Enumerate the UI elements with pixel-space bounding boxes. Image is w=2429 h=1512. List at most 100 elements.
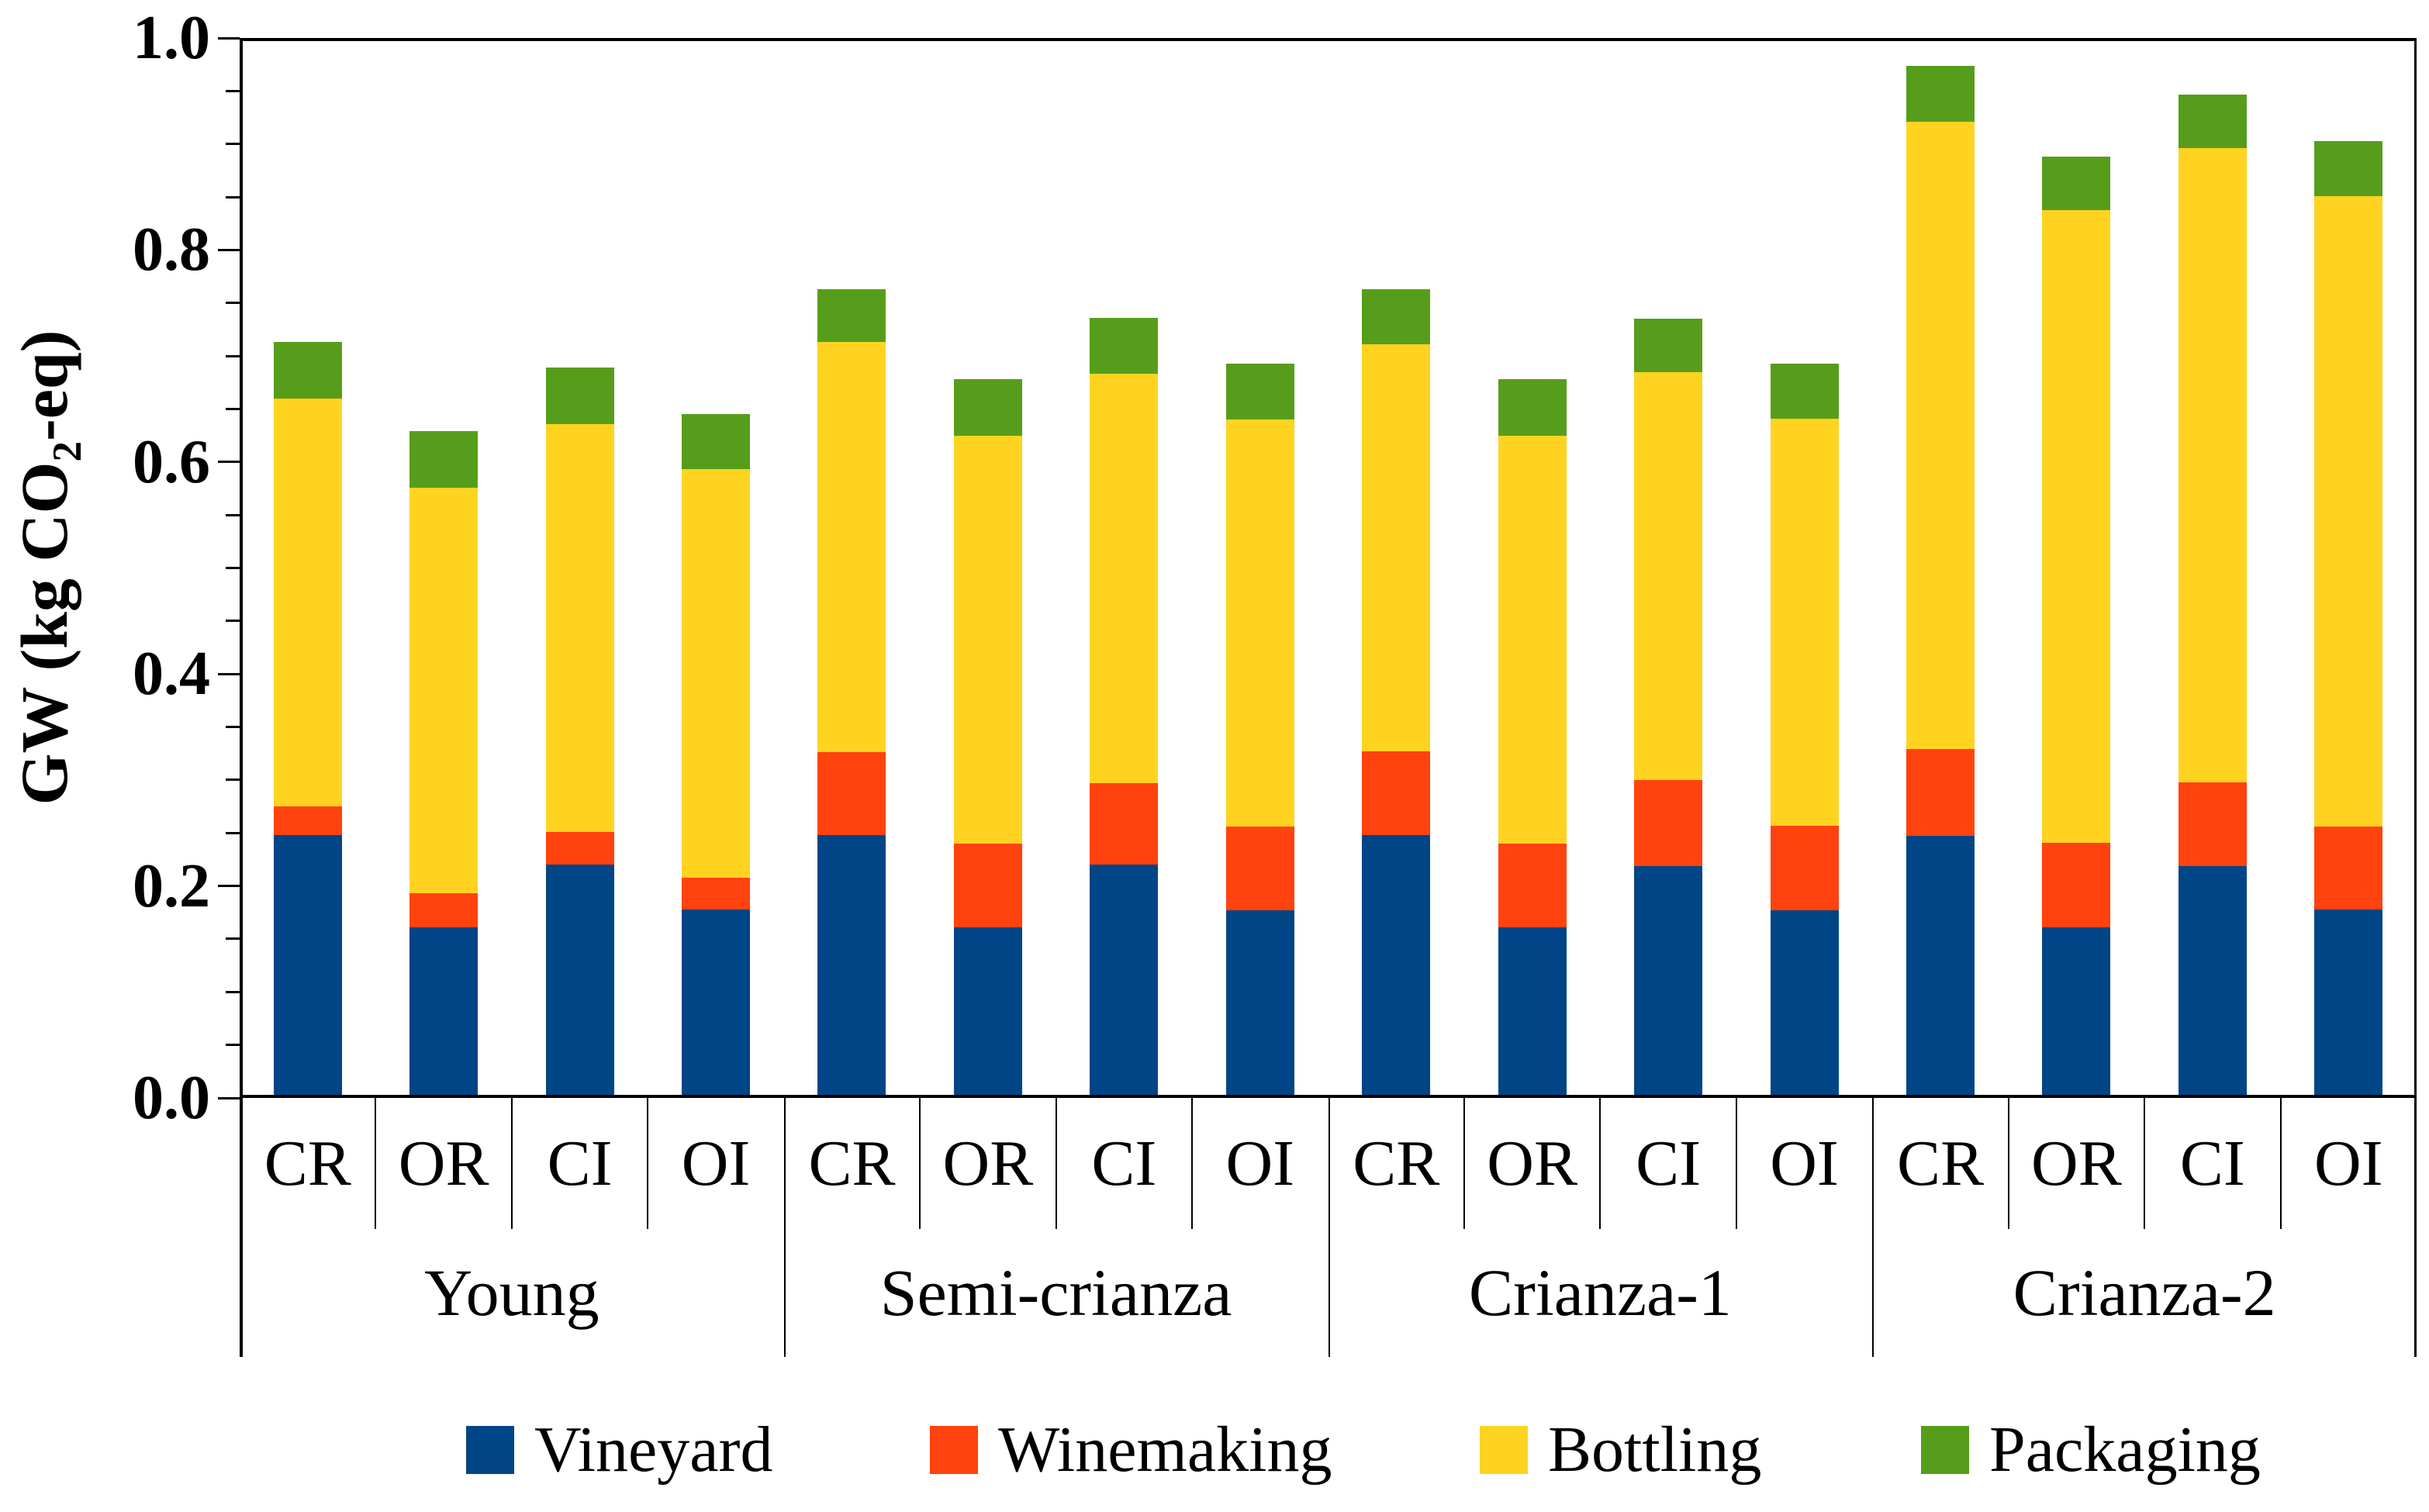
packaging-color-swatch <box>1921 1426 1969 1474</box>
y-major-tick <box>218 461 240 464</box>
y-tick-label: 0.8 <box>133 216 210 285</box>
bar-segment-vineyard <box>953 927 1022 1095</box>
bar-segment-packaging <box>1906 65 1975 123</box>
y-tick-label: 0.0 <box>133 1064 210 1132</box>
bar-segment-vineyard <box>273 835 342 1095</box>
x-category-label: CR <box>1353 1127 1440 1200</box>
y-minor-tick <box>226 1044 240 1047</box>
y-major-tick <box>218 36 240 40</box>
bar-segment-bottling <box>2178 148 2247 782</box>
bar-segment-packaging <box>1090 318 1159 375</box>
y-minor-tick <box>226 513 240 516</box>
stacked-bar-young-or <box>409 431 479 1095</box>
bar-segment-winemaking <box>1090 783 1159 865</box>
bar-segment-packaging <box>682 414 751 470</box>
bar-segment-bottling <box>2042 209 2111 843</box>
legend-item-packaging: Packaging <box>1921 1417 2261 1483</box>
bar-segment-bottling <box>817 342 886 753</box>
y-major-tick <box>218 672 240 675</box>
stacked-bar-young-cr <box>273 342 342 1095</box>
category-separator <box>2007 1098 2009 1229</box>
x-category-label: CI <box>1636 1127 1702 1200</box>
bar-segment-bottling <box>1225 419 1294 827</box>
y-major-tick <box>218 1096 240 1099</box>
bar-segment-bottling <box>1634 371 1703 781</box>
stacked-bar-crianza-2-cr <box>1906 65 1975 1095</box>
vineyard-color-swatch <box>466 1426 514 1474</box>
bar-segment-winemaking <box>953 844 1022 928</box>
bar-segment-packaging <box>2178 94 2247 149</box>
bar-segment-winemaking <box>1498 844 1567 928</box>
x-category-label: CR <box>1896 1127 1984 1200</box>
bar-segment-winemaking <box>409 893 479 928</box>
y-minor-tick <box>226 990 240 993</box>
stacked-bar-crianza-1-oi <box>1770 363 1839 1095</box>
bar-segment-winemaking <box>1906 749 1975 837</box>
bar-segment-vineyard <box>2042 927 2111 1095</box>
legend-label: Bottling <box>1548 1414 1762 1486</box>
bar-segment-vineyard <box>2178 865 2247 1095</box>
bar-segment-winemaking <box>1634 780 1703 866</box>
category-separator <box>1055 1098 1057 1229</box>
bar-segment-packaging <box>2314 140 2383 196</box>
bar-segment-vineyard <box>1498 927 1567 1095</box>
x-group-label: Crianza-2 <box>2013 1255 2276 1330</box>
x-category-label: OI <box>681 1127 751 1200</box>
bar-segment-packaging <box>273 342 342 399</box>
bar-segment-vineyard <box>1090 865 1159 1095</box>
bar-segment-vineyard <box>1770 910 1839 1095</box>
bar-segment-vineyard <box>1906 836 1975 1095</box>
bar-segment-packaging <box>2042 157 2111 210</box>
y-minor-tick <box>226 354 240 357</box>
stacked-bar-young-oi <box>682 414 751 1095</box>
x-category-label: OR <box>398 1127 489 1200</box>
x-group-label: Crianza-1 <box>1468 1255 1732 1330</box>
bar-segment-winemaking <box>1225 827 1294 911</box>
x-group-label: Semi-crianza <box>879 1255 1232 1330</box>
bar-segment-vineyard <box>1634 865 1703 1095</box>
y-axis-extension <box>240 1098 243 1357</box>
bar-segment-packaging <box>1225 363 1294 420</box>
x-category-label: OR <box>2031 1127 2122 1200</box>
stacked-bar-semi-crianza-ci <box>1090 318 1159 1095</box>
bar-segment-bottling <box>953 435 1022 844</box>
stacked-bar-crianza-2-ci <box>2178 94 2247 1095</box>
bar-segment-vineyard <box>409 927 479 1095</box>
bar-segment-winemaking <box>817 752 886 836</box>
y-major-tick <box>218 885 240 888</box>
legend-item-bottling: Bottling <box>1480 1417 1761 1483</box>
stacked-bar-young-ci <box>545 368 614 1095</box>
y-tick-label: 1.0 <box>133 4 210 72</box>
bar-segment-winemaking <box>2042 842 2111 928</box>
x-group-label: Young <box>424 1255 599 1330</box>
bar-segment-bottling <box>273 398 342 807</box>
x-category-label: CI <box>2179 1127 2245 1200</box>
bar-segment-bottling <box>1770 418 1839 826</box>
right-frame-extension <box>2414 1098 2417 1357</box>
category-separator <box>1735 1098 1737 1229</box>
y-axis-title-prefix: GW (kg CO <box>7 461 81 806</box>
y-minor-tick <box>226 302 240 305</box>
x-category-label: CR <box>808 1127 896 1200</box>
x-category-label: OI <box>1770 1127 1839 1200</box>
y-axis-title-suffix: -eq) <box>7 330 81 441</box>
bar-segment-bottling <box>1498 435 1567 844</box>
y-tick-label: 0.4 <box>133 640 210 709</box>
bar-segment-packaging <box>545 368 614 424</box>
stacked-bar-crianza-1-or <box>1498 379 1567 1095</box>
category-separator <box>2279 1098 2282 1229</box>
bar-segment-vineyard <box>1225 910 1294 1095</box>
bar-segment-vineyard <box>817 835 886 1095</box>
category-separator <box>510 1098 513 1229</box>
x-category-label: OR <box>942 1127 1034 1200</box>
category-separator <box>1463 1098 1465 1229</box>
bar-segment-packaging <box>817 289 886 343</box>
stacked-bar-semi-crianza-oi <box>1225 363 1294 1095</box>
y-minor-tick <box>226 778 240 782</box>
bar-segment-packaging <box>1634 319 1703 372</box>
bar-segment-bottling <box>1906 122 1975 750</box>
plot-area <box>240 38 2417 1098</box>
y-major-tick <box>218 248 240 251</box>
bottling-color-swatch <box>1480 1426 1528 1474</box>
